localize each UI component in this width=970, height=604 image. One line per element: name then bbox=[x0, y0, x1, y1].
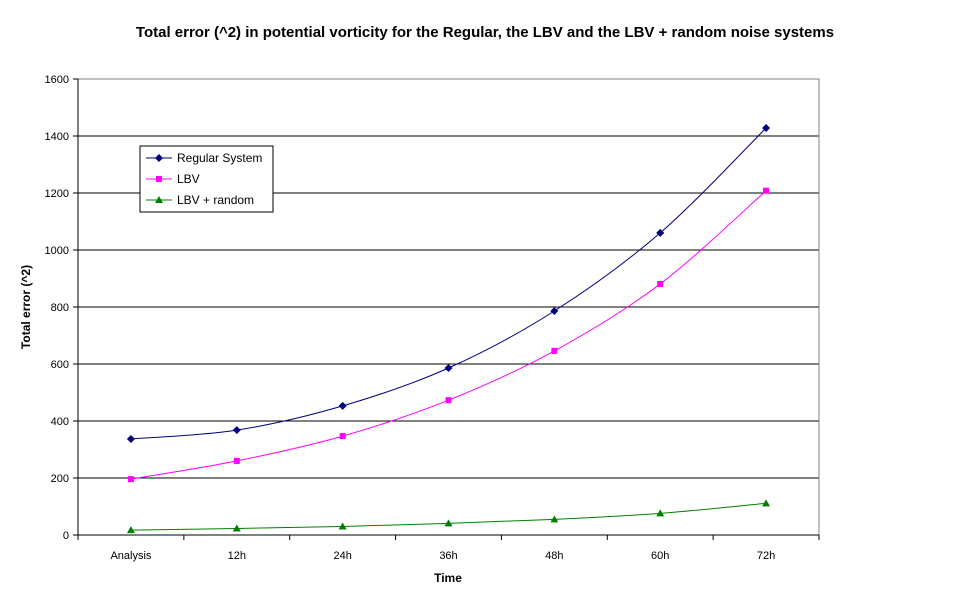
data-point-regular-system bbox=[656, 228, 665, 237]
legend: Regular System LBV LBV + random bbox=[139, 145, 274, 213]
chart-title: Total error (^2) in potential vorticity … bbox=[136, 24, 834, 41]
x-tick-label: 72h bbox=[757, 550, 775, 562]
data-point-lbv bbox=[657, 280, 664, 287]
legend-marker-regular-system bbox=[155, 154, 163, 162]
series-regular-system bbox=[126, 124, 771, 443]
data-point-lbv-random bbox=[444, 519, 453, 527]
x-tick-label: 12h bbox=[228, 550, 246, 562]
series-group bbox=[126, 124, 771, 534]
data-point-regular-system bbox=[232, 426, 241, 435]
legend-marker-lbv-random bbox=[155, 196, 163, 203]
x-tick-label: 24h bbox=[333, 550, 351, 562]
x-tick-label: 36h bbox=[439, 550, 457, 562]
series-lbv-random bbox=[126, 499, 771, 534]
legend-label-lbv: LBV bbox=[177, 172, 200, 186]
data-point-lbv bbox=[339, 433, 346, 440]
x-tick-label: 60h bbox=[651, 550, 669, 562]
legend-label-regular-system: Regular System bbox=[177, 151, 262, 165]
x-axis-label: Time bbox=[434, 571, 462, 585]
data-point-lbv-random bbox=[126, 526, 135, 534]
data-point-regular-system bbox=[338, 401, 347, 410]
data-point-lbv bbox=[551, 347, 558, 354]
y-tick-label: 200 bbox=[51, 473, 69, 485]
data-point-lbv-random bbox=[762, 499, 771, 507]
y-tick-label: 0 bbox=[63, 530, 69, 542]
data-point-lbv-random bbox=[338, 522, 347, 530]
data-point-lbv bbox=[233, 457, 240, 464]
data-point-regular-system bbox=[550, 306, 559, 315]
data-point-lbv bbox=[445, 397, 452, 404]
y-tick-label: 1400 bbox=[45, 131, 69, 143]
axes: 0 200 400 600 800 1000 1200 1400 1600 Analysis 12h… bbox=[45, 74, 820, 562]
y-axis-label: Total error (^2) bbox=[19, 265, 33, 349]
y-tick-label: 1600 bbox=[45, 74, 69, 86]
y-tick-label: 600 bbox=[51, 359, 69, 371]
x-tick-label: 48h bbox=[545, 550, 563, 562]
y-tick-label: 1000 bbox=[45, 245, 69, 257]
series-line-lbv bbox=[130, 190, 767, 480]
data-point-lbv-random bbox=[550, 515, 559, 523]
series-lbv bbox=[127, 187, 770, 483]
data-point-lbv-random bbox=[232, 524, 241, 532]
data-point-lbv-random bbox=[656, 509, 665, 517]
y-tick-label: 800 bbox=[51, 302, 69, 314]
data-point-regular-system bbox=[444, 363, 453, 372]
gridlines bbox=[78, 78, 819, 479]
data-point-lbv bbox=[127, 476, 134, 483]
y-tick-label: 1200 bbox=[45, 188, 69, 200]
legend-label-lbv-random: LBV + random bbox=[177, 193, 254, 207]
legend-marker-lbv bbox=[156, 176, 162, 182]
data-point-lbv bbox=[763, 187, 770, 194]
data-point-regular-system bbox=[762, 124, 771, 133]
data-point-regular-system bbox=[126, 434, 135, 443]
x-tick-label: Analysis bbox=[110, 550, 151, 562]
y-tick-label: 400 bbox=[51, 416, 69, 428]
